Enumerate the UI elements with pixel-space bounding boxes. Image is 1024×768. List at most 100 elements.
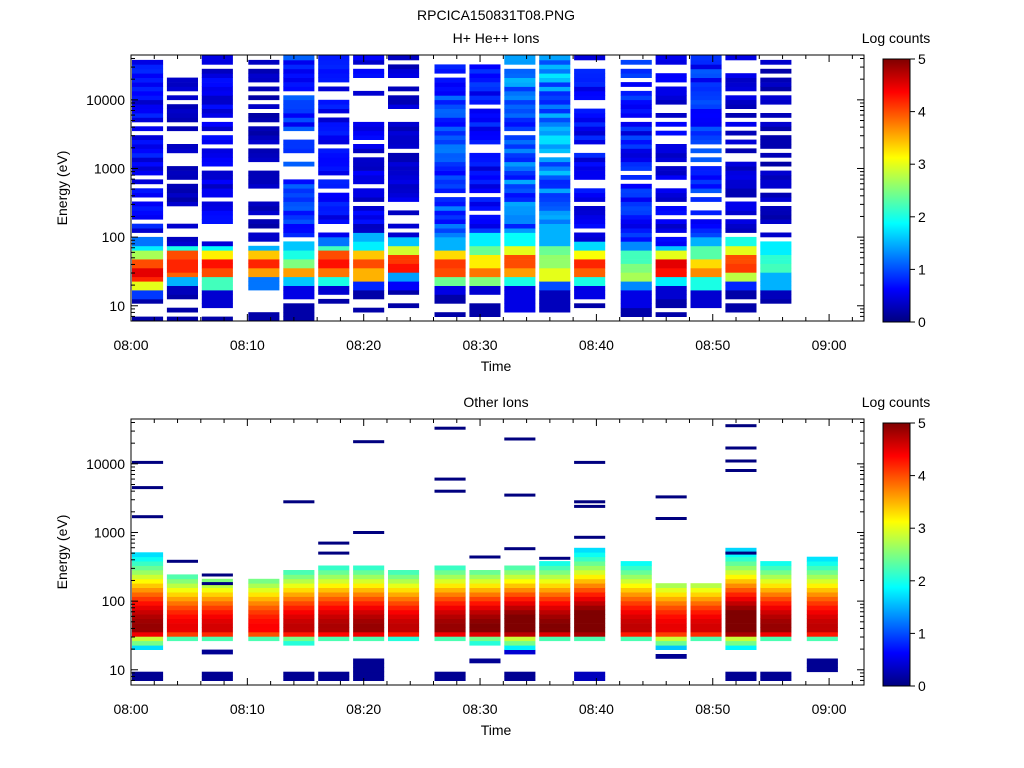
- heatmap-line: [201, 573, 233, 577]
- heatmap-cell: [248, 232, 280, 238]
- heatmap-cell: [166, 86, 198, 92]
- heatmap-cell: [283, 671, 315, 677]
- heatmap-cell: [690, 86, 722, 92]
- heatmap-cell: [201, 86, 233, 92]
- heatmap-cell: [434, 152, 466, 158]
- heatmap-cell: [469, 228, 501, 233]
- heatmap-cell: [620, 157, 652, 163]
- heatmap-cell: [434, 228, 466, 233]
- heatmap-cell: [469, 170, 501, 176]
- heatmap-cell: [574, 117, 606, 123]
- heatmap-cell: [353, 73, 385, 78]
- heatmap-cell: [620, 59, 652, 65]
- heatmap-cell: [469, 166, 501, 171]
- heatmap-cell: [388, 250, 420, 255]
- heatmap-cell: [318, 73, 350, 78]
- heatmap-cell: [620, 614, 652, 619]
- y-axis-label: Energy (eV): [54, 151, 70, 226]
- heatmap-cell: [132, 298, 164, 304]
- heatmap-cell: [574, 561, 606, 566]
- heatmap-cell: [574, 232, 606, 238]
- heatmap-cell: [539, 592, 571, 597]
- heatmap-cell: [690, 592, 722, 597]
- heatmap-cell: [504, 303, 536, 309]
- colorbar-label: Log counts: [862, 30, 931, 46]
- heatmap-cell: [504, 179, 536, 185]
- heatmap-cell: [806, 561, 838, 566]
- heatmap-cell: [620, 267, 652, 273]
- x-axis: 08:00 08:10 08:20 08:30 08:40 08:50 09:00: [113, 419, 853, 717]
- heatmap-cell: [434, 565, 466, 571]
- heatmap-cell: [201, 316, 233, 322]
- heatmap-cell: [201, 214, 233, 220]
- heatmap-cell: [504, 148, 536, 154]
- heatmap-line: [725, 424, 757, 428]
- heatmap-cell: [201, 192, 233, 198]
- heatmap-cell: [539, 206, 571, 211]
- heatmap-cell: [318, 201, 350, 207]
- heatmap-cell: [434, 99, 466, 105]
- heatmap-cell: [725, 166, 757, 171]
- heatmap-cell: [132, 552, 164, 558]
- heatmap-cell: [166, 166, 198, 171]
- heatmap-cell: [469, 139, 501, 145]
- heatmap-cell: [132, 135, 164, 140]
- heatmap-cell: [539, 223, 571, 229]
- heatmap-cell: [504, 192, 536, 198]
- heatmap-cell: [132, 95, 164, 101]
- heatmap-cell: [132, 117, 164, 123]
- heatmap-cell: [655, 654, 687, 659]
- heatmap-cell: [760, 183, 792, 189]
- heatmap-cell: [655, 600, 687, 606]
- heatmap-cell: [166, 170, 198, 176]
- heatmap-cell: [655, 587, 687, 593]
- heatmap-cell: [690, 596, 722, 602]
- heatmap-cell: [655, 294, 687, 300]
- heatmap-cell: [283, 254, 315, 260]
- heatmap-cell: [655, 144, 687, 149]
- heatmap-cell: [760, 170, 792, 176]
- heatmap-cell: [248, 139, 280, 145]
- heatmap-cell: [318, 565, 350, 571]
- heatmap-cell: [434, 570, 466, 575]
- heatmap-cell: [504, 157, 536, 163]
- heatmap-cell: [690, 90, 722, 96]
- heatmap-line: [655, 495, 687, 499]
- heatmap-cell: [574, 618, 606, 624]
- heatmap-cell: [388, 55, 420, 61]
- heatmap-cell: [690, 170, 722, 176]
- heatmap-cell: [201, 161, 233, 167]
- heatmap-cell: [504, 592, 536, 597]
- heatmap-cell: [620, 623, 652, 628]
- heatmap-cell: [166, 272, 198, 278]
- heatmap-cell: [166, 285, 198, 291]
- heatmap-cell: [504, 197, 536, 202]
- heatmap-cell: [539, 267, 571, 273]
- heatmap-cell: [434, 117, 466, 123]
- heatmap-cell: [574, 250, 606, 255]
- heatmap-cell: [283, 316, 315, 322]
- heatmap-cell: [574, 130, 606, 136]
- heatmap-cell: [690, 272, 722, 278]
- heatmap-cell: [760, 574, 792, 580]
- heatmap-cell: [620, 152, 652, 158]
- heatmap-cell: [690, 605, 722, 611]
- heatmap-cell: [201, 276, 233, 282]
- heatmap-cell: [574, 135, 606, 140]
- heatmap-cell: [620, 206, 652, 211]
- heatmap-cell: [690, 64, 722, 70]
- heatmap-cell: [283, 95, 315, 101]
- heatmap-cell: [690, 609, 722, 615]
- heatmap-cell: [388, 245, 420, 251]
- heatmap-cell: [504, 104, 536, 109]
- heatmap-cell: [539, 175, 571, 180]
- heatmap-cell: [539, 135, 571, 140]
- heatmap-cell: [574, 223, 606, 229]
- heatmap-cell: [318, 104, 350, 109]
- heatmap-line: [574, 535, 606, 539]
- heatmap-line: [725, 446, 757, 450]
- heatmap-cell: [434, 108, 466, 114]
- heatmap-cell: [504, 241, 536, 247]
- heatmap-cell: [283, 64, 315, 70]
- heatmap-cell: [201, 77, 233, 83]
